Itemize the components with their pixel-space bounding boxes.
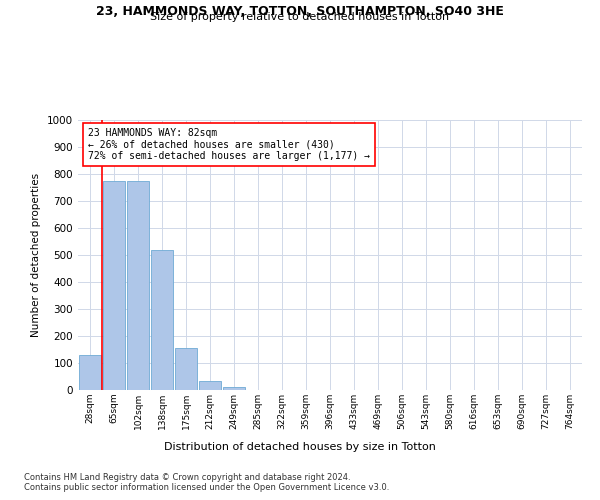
Text: Distribution of detached houses by size in Totton: Distribution of detached houses by size … <box>164 442 436 452</box>
Text: Contains HM Land Registry data © Crown copyright and database right 2024.: Contains HM Land Registry data © Crown c… <box>24 472 350 482</box>
Y-axis label: Number of detached properties: Number of detached properties <box>31 173 41 337</box>
Bar <box>175 348 197 390</box>
Text: 23, HAMMONDS WAY, TOTTON, SOUTHAMPTON, SO40 3HE: 23, HAMMONDS WAY, TOTTON, SOUTHAMPTON, S… <box>96 5 504 18</box>
Bar <box>103 180 125 390</box>
Bar <box>127 180 149 390</box>
Bar <box>151 250 173 390</box>
Text: Size of property relative to detached houses in Totton: Size of property relative to detached ho… <box>151 12 449 22</box>
Text: Contains public sector information licensed under the Open Government Licence v3: Contains public sector information licen… <box>24 482 389 492</box>
Bar <box>199 380 221 390</box>
Bar <box>223 388 245 390</box>
Bar <box>79 355 101 390</box>
Text: 23 HAMMONDS WAY: 82sqm
← 26% of detached houses are smaller (430)
72% of semi-de: 23 HAMMONDS WAY: 82sqm ← 26% of detached… <box>88 128 370 162</box>
